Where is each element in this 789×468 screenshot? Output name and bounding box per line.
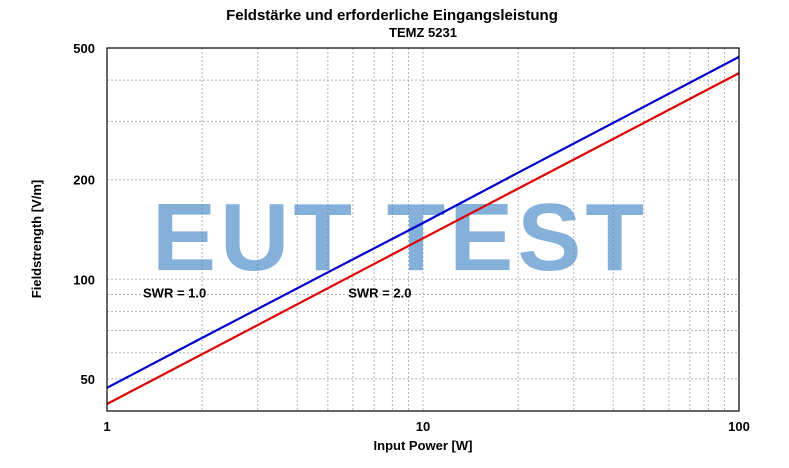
tick-labels: 1 10 100 50 100 200 500 — [73, 41, 750, 434]
x-axis-label: Input Power [W] — [374, 438, 473, 453]
series-line-1 — [106, 55, 740, 389]
chart-title: Feldstärke und erforderliche Eingangslei… — [226, 7, 558, 24]
annotations: SWR = 1.0 SWR = 2.0 — [143, 286, 411, 301]
plot-frame — [106, 47, 740, 412]
series-lines — [106, 55, 740, 405]
y-tick-label: 500 — [73, 41, 95, 56]
watermark-text: EUT TEST — [152, 184, 648, 291]
annotation-swr-1: SWR = 1.0 — [143, 286, 206, 301]
y-tick-label: 50 — [81, 372, 95, 387]
series-line-2 — [106, 72, 740, 405]
y-tick-label: 200 — [73, 173, 95, 188]
x-tick-label: 10 — [416, 419, 430, 434]
x-tick-label: 1 — [103, 419, 110, 434]
y-axis-label: Fieldstrength [V/m] — [29, 180, 44, 298]
annotation-swr-2: SWR = 2.0 — [348, 286, 411, 301]
chart-subtitle: TEMZ 5231 — [389, 25, 457, 40]
watermark: EUT TEST — [152, 184, 648, 291]
x-tick-label: 100 — [728, 419, 750, 434]
y-tick-label: 100 — [73, 272, 95, 287]
